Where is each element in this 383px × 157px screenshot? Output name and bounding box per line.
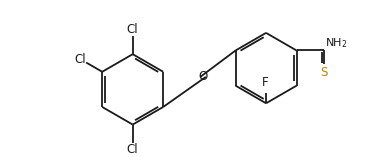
Text: Cl: Cl	[75, 53, 86, 66]
Text: S: S	[321, 66, 328, 79]
Text: Cl: Cl	[127, 143, 139, 156]
Text: NH$_2$: NH$_2$	[325, 36, 348, 50]
Text: F: F	[262, 76, 268, 89]
Text: O: O	[198, 70, 208, 83]
Text: Cl: Cl	[127, 23, 139, 36]
